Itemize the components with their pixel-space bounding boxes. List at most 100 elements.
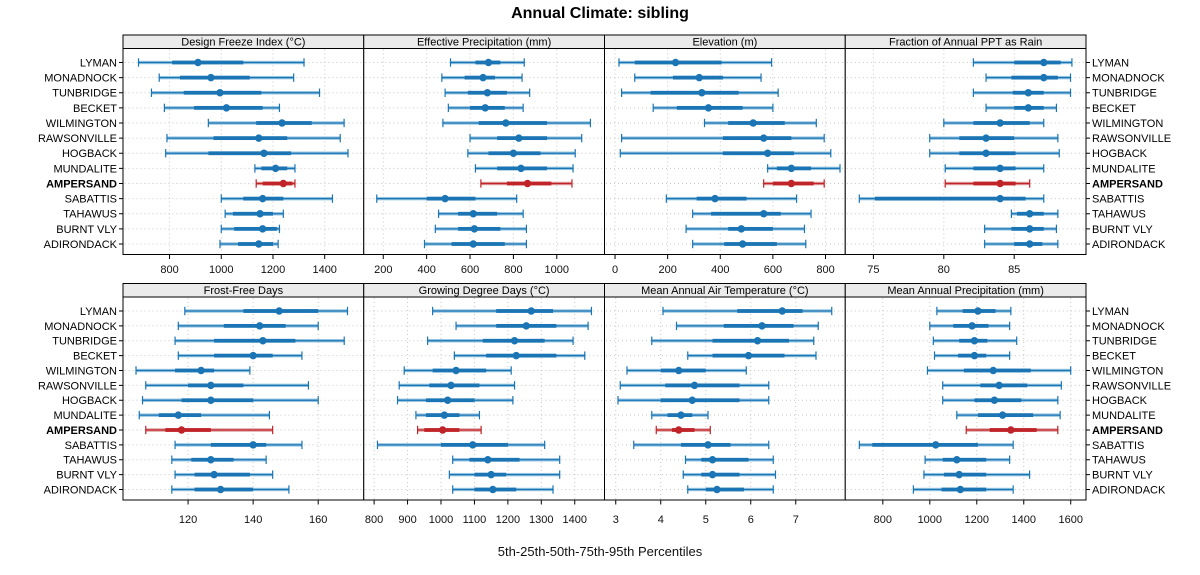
axis-tick-label: 800 xyxy=(160,264,178,276)
series-monadnock xyxy=(177,321,319,331)
median-dot xyxy=(489,485,497,494)
median-dot xyxy=(671,58,680,67)
series-adirondack xyxy=(912,485,1014,494)
median-dot xyxy=(711,194,719,203)
median-dot xyxy=(255,322,264,330)
series-lyman xyxy=(936,306,1012,316)
site-label-left-ampersand: AMPERSAND xyxy=(46,178,117,190)
site-label-left-ampersand: AMPERSAND xyxy=(46,425,117,437)
median-dot xyxy=(989,366,997,375)
series-tunbridge xyxy=(621,88,779,97)
series-tunbridge xyxy=(651,336,815,345)
series-hogback xyxy=(467,149,576,158)
site-label-right-ampersand: AMPERSAND xyxy=(1092,425,1163,437)
series-rawsonville xyxy=(145,381,310,390)
median-dot xyxy=(688,396,696,404)
series-monadnock xyxy=(985,73,1072,82)
median-dot xyxy=(690,381,699,390)
panel-strip-title: Growing Degree Days (°C) xyxy=(419,285,550,297)
axis-tick-label: 140 xyxy=(244,514,262,526)
site-label-right-lyman: LYMAN xyxy=(1092,306,1129,318)
axis-tick-label: 75 xyxy=(867,264,879,276)
series-burnt-vly xyxy=(685,224,806,234)
panel-mean-annual-precipitation-mm: Mean Annual Precipitation (mm) 800 1000 120… xyxy=(844,283,1090,526)
median-dot xyxy=(260,149,268,157)
axis-tick-label: 1400 xyxy=(312,264,336,276)
site-label-right-monadnock: MONADNOCK xyxy=(1092,321,1165,333)
median-dot xyxy=(258,225,267,233)
range-25-75-bar xyxy=(179,75,250,80)
panel-plot-area xyxy=(363,296,605,501)
series-becket xyxy=(453,351,586,360)
series-monadnock xyxy=(158,73,295,82)
axis-tick-label: 600 xyxy=(764,264,782,276)
axis-tick-label: 800 xyxy=(874,514,892,526)
series-hogback xyxy=(617,396,770,405)
series-monadnock xyxy=(441,73,523,82)
median-dot xyxy=(704,104,713,112)
range-25-75-bar xyxy=(963,368,1031,373)
median-dot xyxy=(249,351,257,360)
site-label-left-tunbridge: TUNBRIDGE xyxy=(52,88,117,100)
series-becket xyxy=(447,103,524,113)
range-25-75-bar xyxy=(722,151,794,156)
series-adirondack xyxy=(423,239,528,249)
median-dot xyxy=(953,456,961,464)
series-hogback xyxy=(141,396,319,405)
median-dot xyxy=(778,307,786,315)
median-dot xyxy=(738,240,747,248)
median-dot xyxy=(996,179,1004,188)
series-wilmington xyxy=(442,118,592,128)
series-sabattis xyxy=(220,194,334,203)
range-25-75-bar xyxy=(214,353,273,358)
series-tunbridge xyxy=(150,88,321,97)
series-ampersand xyxy=(480,179,573,188)
series-wilmington xyxy=(703,118,817,128)
series-burnt-vly xyxy=(682,470,777,479)
series-wilmington xyxy=(926,366,1072,375)
median-dot xyxy=(698,89,706,97)
median-dot xyxy=(753,337,762,345)
median-dot xyxy=(512,351,520,360)
site-label-left-tunbridge: TUNBRIDGE xyxy=(52,336,117,348)
range-25-75-bar xyxy=(469,457,520,462)
site-label-left-wilmington: WILMINGTON xyxy=(46,118,117,130)
axis-tick-label: 1000 xyxy=(545,264,569,276)
axis-tick-label: 1200 xyxy=(965,514,989,526)
axis-tick-label: 1000 xyxy=(429,514,453,526)
median-dot xyxy=(998,411,1007,419)
range-25-75-bar xyxy=(724,242,777,246)
median-dot xyxy=(481,104,489,112)
series-burnt-vly xyxy=(923,470,1031,479)
median-dot xyxy=(968,322,976,330)
site-label-left-sabattis: SABATTIS xyxy=(65,440,117,452)
range-25-75-bar xyxy=(942,457,987,462)
range-25-75-bar xyxy=(458,226,501,231)
range-25-75-bar xyxy=(172,60,244,65)
series-lyman xyxy=(184,306,349,316)
axis-tick-label: 80 xyxy=(938,264,950,276)
median-dot xyxy=(675,426,683,434)
series-burnt-vly xyxy=(984,224,1058,234)
series-becket xyxy=(177,351,303,360)
range-25-75-bar xyxy=(874,196,1026,201)
median-dot xyxy=(255,134,263,142)
axis-tick-label: 1200 xyxy=(261,264,285,276)
range-25-75-bar xyxy=(234,226,277,231)
series-becket xyxy=(985,103,1058,113)
median-dot xyxy=(249,441,257,449)
range-25-75-bar xyxy=(672,428,695,432)
median-dot xyxy=(210,470,218,479)
series-ampersand xyxy=(255,179,296,188)
series-mundalite xyxy=(138,410,271,420)
series-burnt-vly xyxy=(174,470,274,479)
range-25-75-bar xyxy=(188,383,244,388)
series-wilmington xyxy=(403,366,512,375)
series-hogback xyxy=(165,149,349,158)
site-label-right-adirondack: ADIRONDACK xyxy=(1092,239,1166,251)
series-burnt-vly xyxy=(434,224,528,234)
median-dot xyxy=(447,381,455,390)
median-dot xyxy=(763,149,772,157)
site-label-right-rawsonville: RAWSONVILLE xyxy=(1092,380,1171,392)
